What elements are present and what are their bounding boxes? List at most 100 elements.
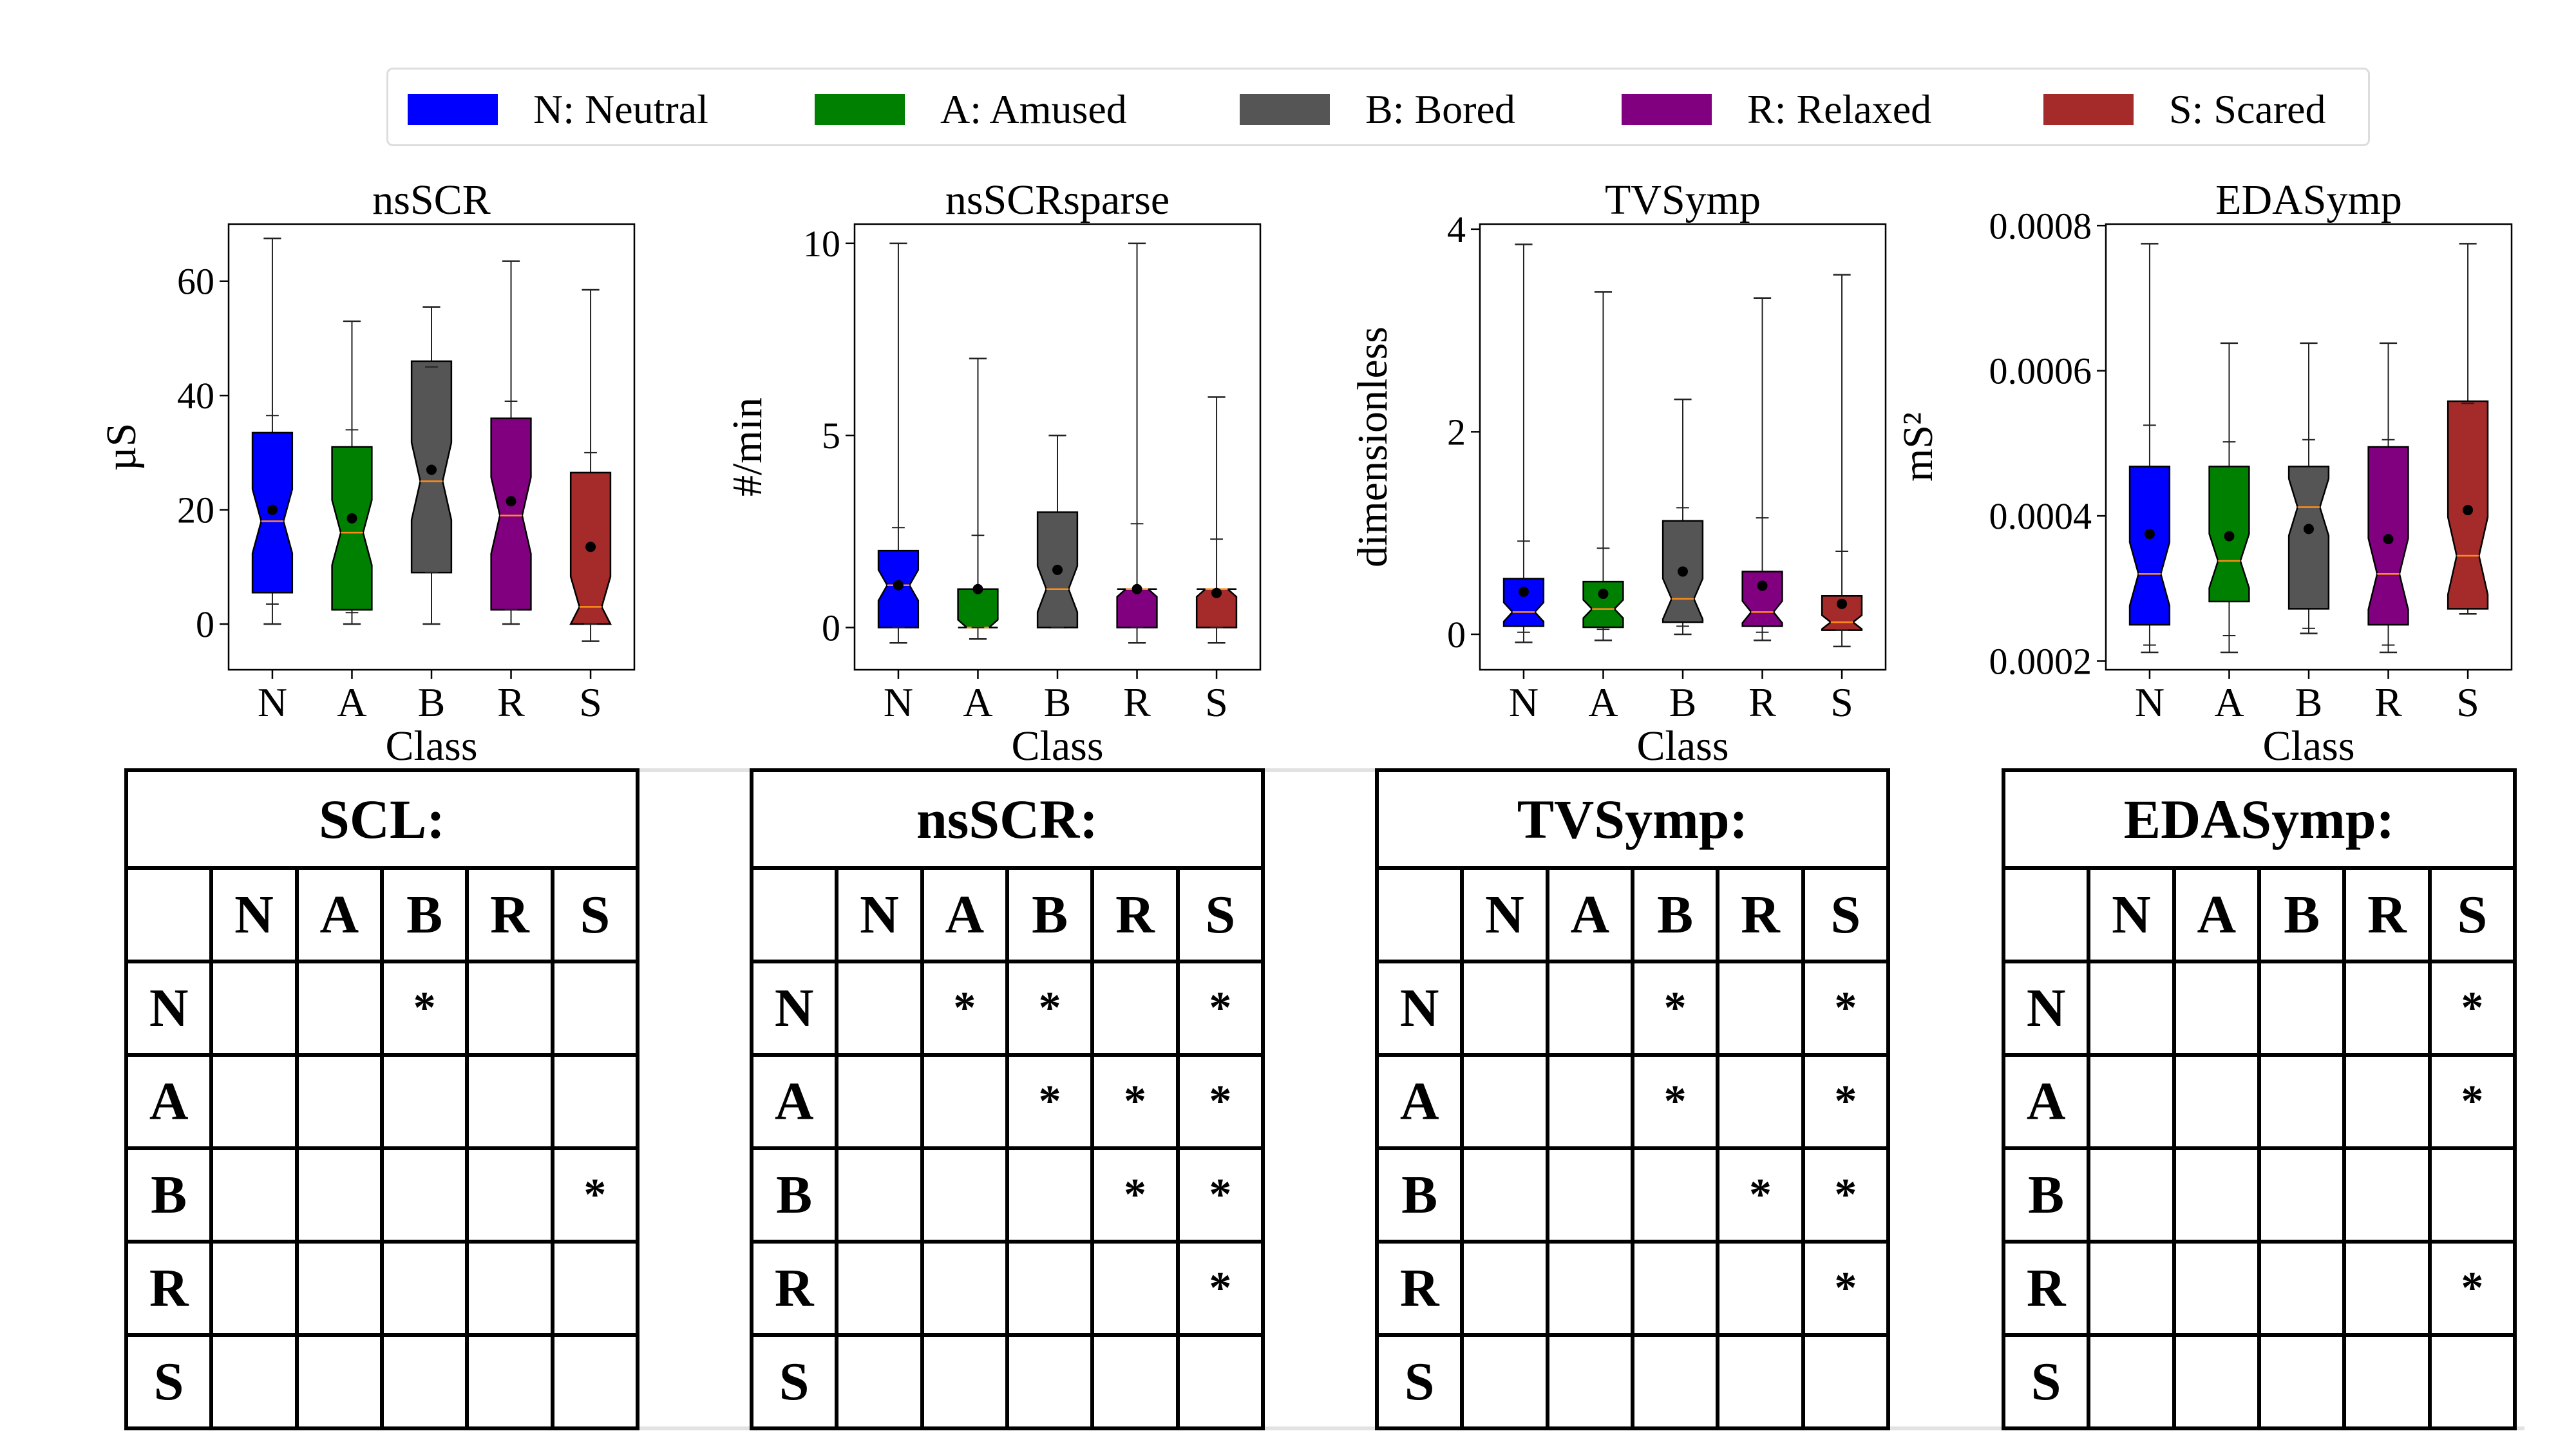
box-B	[2287, 342, 2330, 634]
significance-cell	[1460, 1333, 1549, 1430]
significance-cell	[1460, 1146, 1549, 1244]
box-body	[331, 446, 373, 611]
significance-cell	[1716, 960, 1805, 1057]
significance-cell	[465, 1240, 554, 1337]
column-header: A	[920, 866, 1009, 963]
significance-cell	[1630, 1333, 1720, 1430]
significance-cell	[2257, 960, 2347, 1057]
table-title: EDASymp:	[2002, 768, 2517, 870]
y-tick-label: 0.0002	[1989, 640, 2092, 682]
x-tick-label: A	[1588, 679, 1618, 725]
box-N	[1502, 243, 1545, 643]
row-header: A	[1374, 1053, 1464, 1150]
box-body	[1195, 588, 1238, 629]
table-title-row: TVSymp:	[1375, 768, 1890, 870]
table-row: B *	[124, 1146, 640, 1244]
significance-cell: *	[1716, 1146, 1805, 1244]
column-header: N	[1460, 866, 1549, 963]
chart-title: TVSymp	[1605, 176, 1761, 223]
significance-cell	[2087, 1240, 2176, 1337]
x-tick-label: A	[337, 679, 366, 725]
significance-cell	[294, 1053, 384, 1150]
column-header: R	[2342, 866, 2432, 963]
significance-cell	[209, 1333, 299, 1430]
significance-cell	[294, 1240, 384, 1337]
significance-cell	[465, 1053, 554, 1150]
table-row: S	[124, 1333, 640, 1430]
significance-cell	[2257, 1333, 2347, 1430]
significance-cell: *	[1801, 960, 1891, 1057]
column-header: N	[835, 866, 924, 963]
significance-cell	[2172, 1240, 2261, 1337]
table-row: S	[1374, 1333, 1891, 1430]
x-tick-label: B	[418, 679, 446, 725]
x-tick-label: R	[1123, 679, 1151, 725]
x-tick-label: N	[1509, 679, 1539, 725]
significance-cell	[1716, 1333, 1805, 1430]
table-row: R	[124, 1240, 640, 1337]
x-tick-label: R	[1748, 679, 1776, 725]
significance-cell: *	[1630, 960, 1720, 1057]
box-R	[1116, 242, 1158, 644]
row-header: N	[749, 960, 839, 1057]
mean-marker	[1678, 566, 1688, 577]
significance-cell	[2087, 1333, 2176, 1430]
mean-marker	[2224, 531, 2235, 542]
significance-cell	[2172, 1053, 2261, 1150]
significance-cell	[2087, 960, 2176, 1057]
significance-cell: *	[1801, 1240, 1891, 1337]
significance-cell	[920, 1240, 1009, 1337]
significance-cell: *	[920, 960, 1009, 1057]
mean-marker	[267, 504, 278, 515]
mean-marker	[1211, 587, 1222, 598]
row-header: R	[1374, 1240, 1464, 1337]
table-row: N * * *	[749, 960, 1265, 1057]
significance-cell	[835, 1053, 924, 1150]
mean-marker	[2304, 524, 2314, 535]
significance-cell	[920, 1053, 1009, 1150]
table-title: SCL:	[124, 768, 639, 870]
y-tick-label: 20	[177, 489, 214, 531]
legend-swatch-bored	[1240, 94, 1330, 125]
box-B	[410, 306, 453, 625]
row-header: S	[1374, 1333, 1464, 1430]
box-body	[2287, 466, 2330, 610]
legend-label-scared: S: Scared	[2169, 86, 2326, 132]
mean-marker	[1052, 564, 1063, 575]
column-header: A	[1545, 866, 1634, 963]
row-header: B	[2001, 1146, 2091, 1244]
table-row: S	[749, 1333, 1265, 1430]
table-row: N *	[124, 960, 640, 1057]
column-header: A	[294, 866, 384, 963]
sig-table-scl: SCL: N A B R S N * A B * R S	[124, 768, 640, 1430]
table-title: TVSymp:	[1375, 768, 1890, 870]
significance-cell	[2172, 1146, 2261, 1244]
boxplot-panel: 0 2 4 N A B R S TVSymp Class dimensionless	[1349, 176, 1887, 766]
row-header: S	[749, 1333, 839, 1430]
significance-cell	[209, 960, 299, 1057]
mean-marker	[346, 513, 357, 524]
x-tick-label: B	[1044, 679, 1072, 725]
legend-label-bored: B: Bored	[1365, 86, 1515, 132]
table-title-row: EDASymp:	[2002, 768, 2517, 870]
significance-cell	[920, 1146, 1009, 1244]
mean-marker	[1598, 589, 1609, 600]
sig-table-tvsymp: TVSymp: N A B R S N * * A * * B * * R * S	[1374, 768, 1891, 1430]
box-N	[251, 237, 294, 625]
mean-marker	[2383, 534, 2394, 545]
chart-title: nsSCR	[372, 176, 490, 223]
significance-cell	[835, 960, 924, 1057]
y-tick-label: 0.0004	[1989, 495, 2092, 537]
row-header: S	[124, 1333, 214, 1430]
mean-marker	[2463, 505, 2474, 516]
table-title-row: nsSCR:	[750, 768, 1265, 870]
column-header: B	[2257, 866, 2347, 963]
box-R	[1741, 297, 1783, 641]
box-A	[2208, 342, 2250, 654]
row-header: A	[124, 1053, 214, 1150]
mean-marker	[1837, 598, 1848, 609]
column-header: A	[2172, 866, 2261, 963]
significance-cell: *	[1175, 1240, 1265, 1337]
